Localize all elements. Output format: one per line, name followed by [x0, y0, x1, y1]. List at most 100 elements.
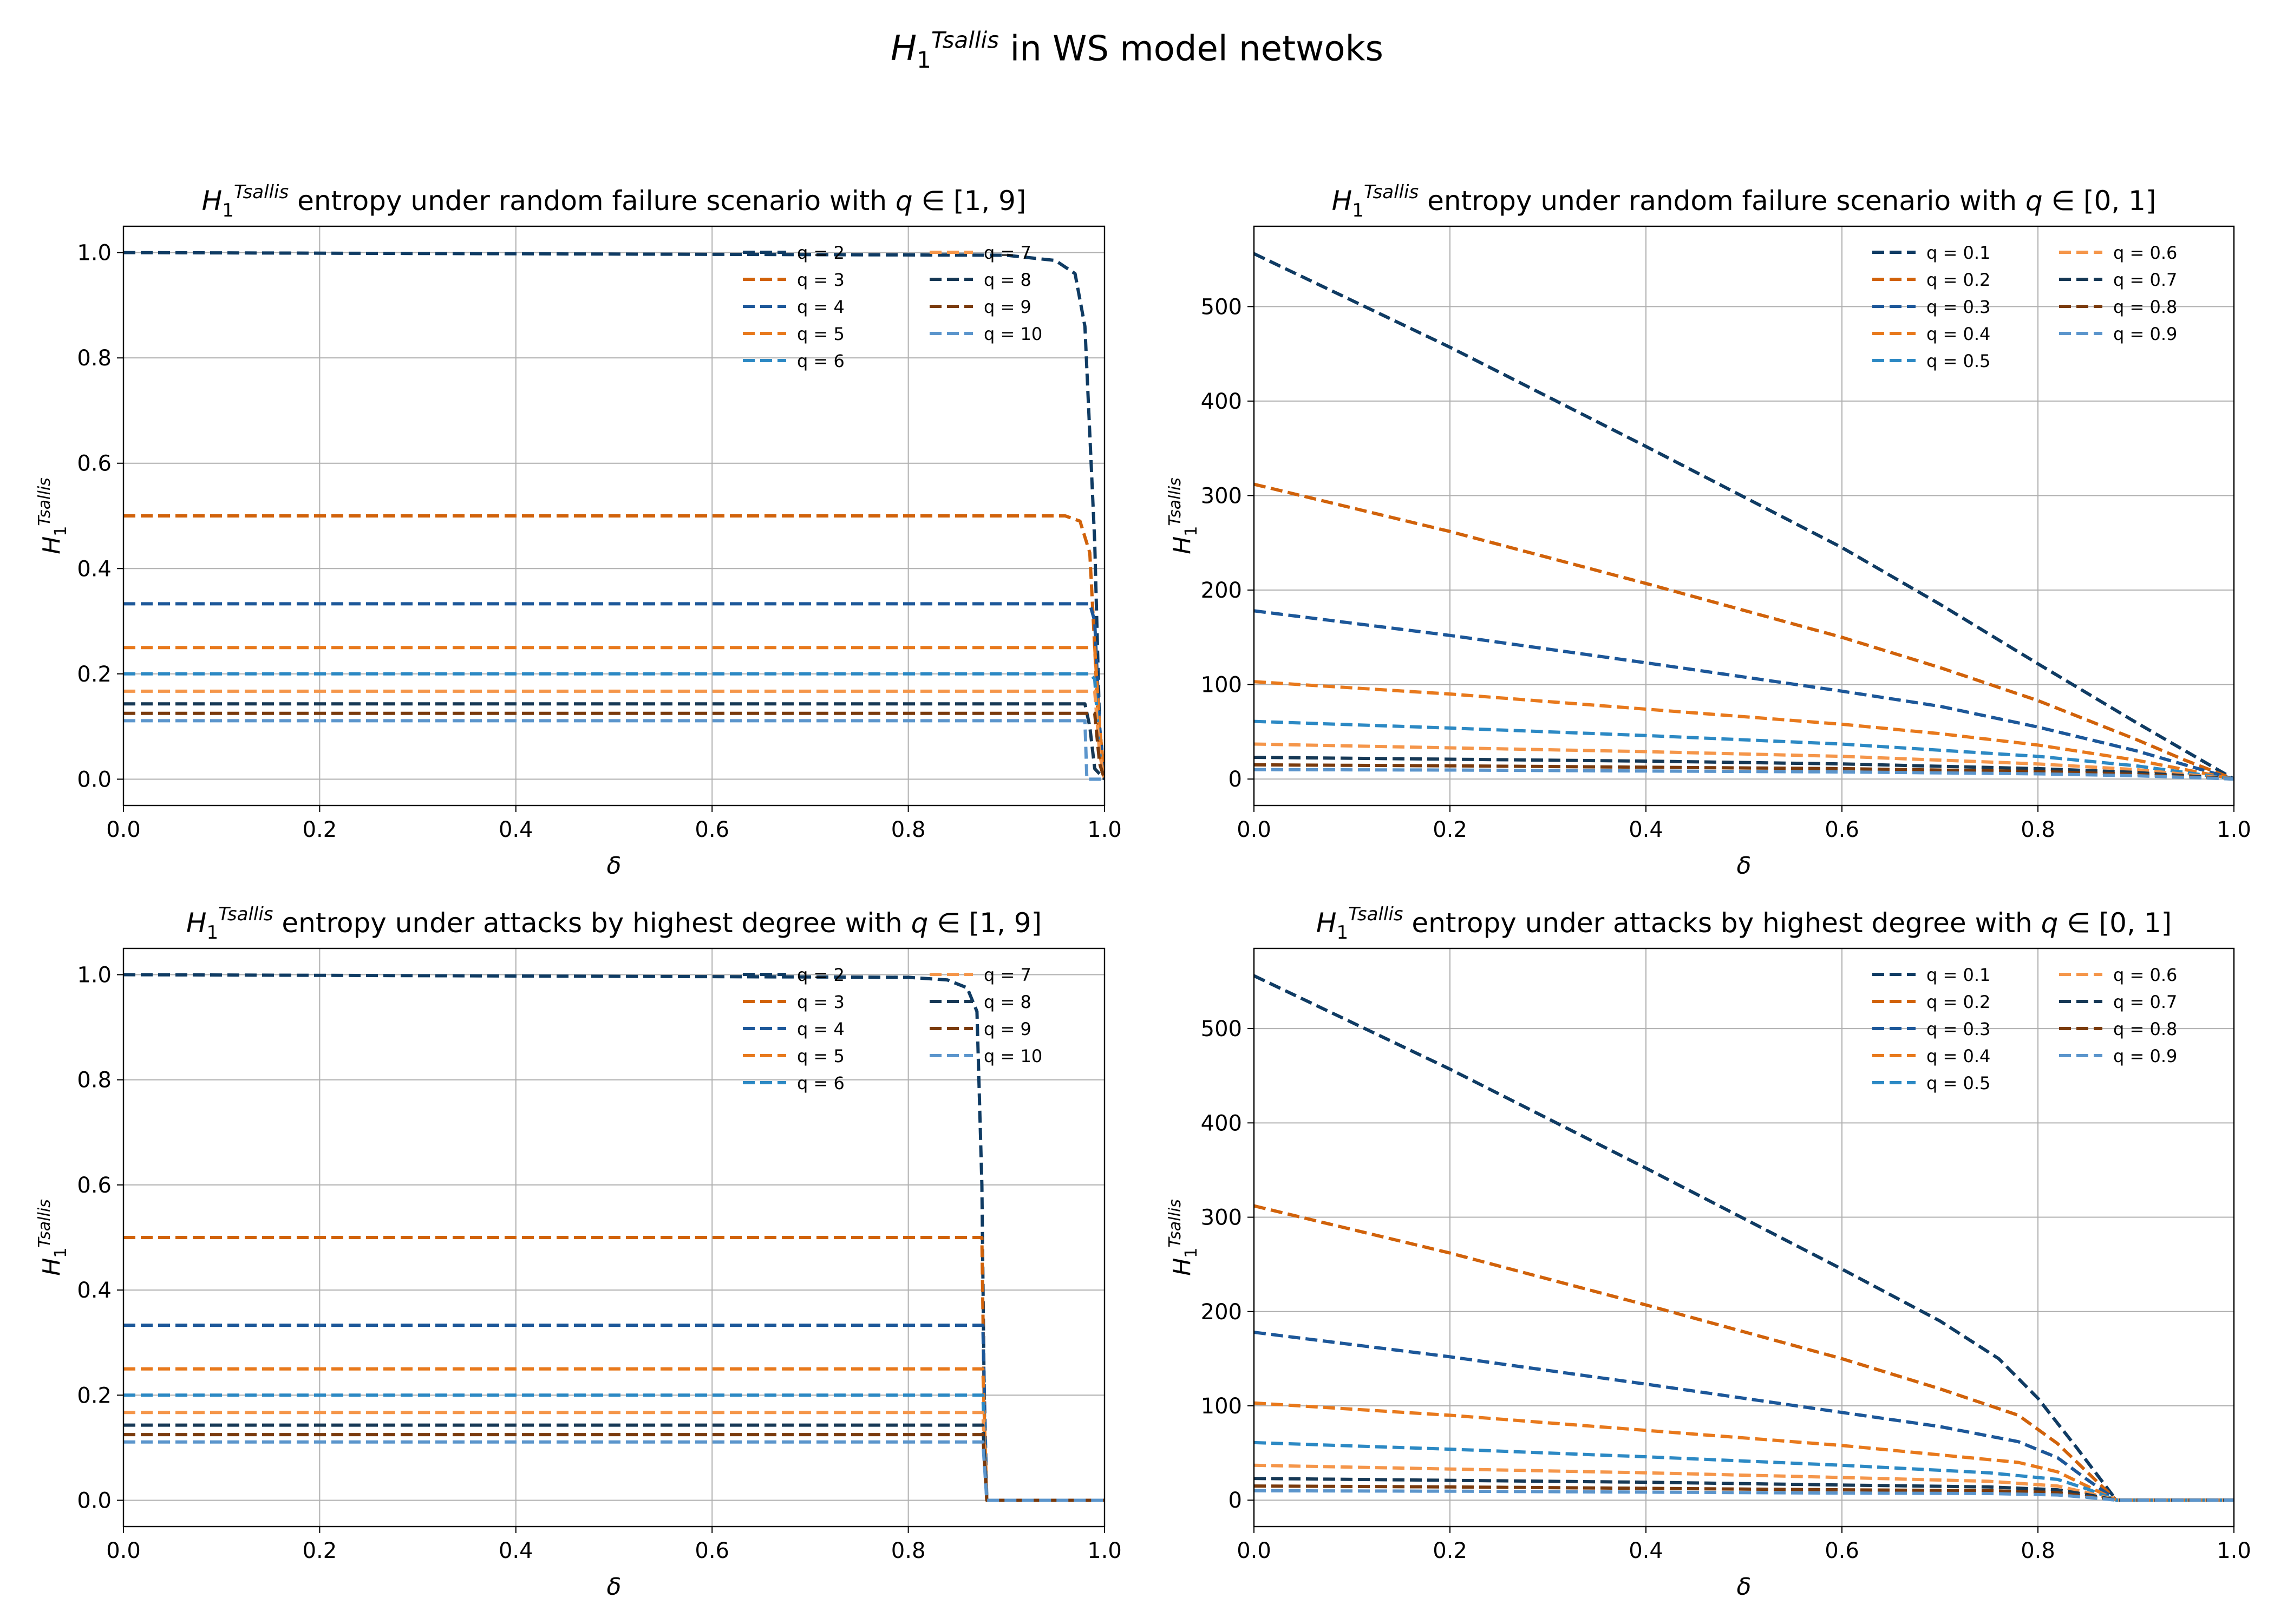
legend-item: q = 0.4	[1872, 324, 1990, 344]
y-tick-label: 400	[1201, 1111, 1242, 1136]
x-tick-label: 0.8	[2021, 1538, 2055, 1563]
series-line-q0.3	[1254, 609, 2234, 781]
legend-item: q = 0.4	[1872, 1046, 1990, 1066]
legend-label: q = 4	[797, 297, 845, 317]
legend-label: q = 3	[797, 992, 845, 1012]
y-axis-label: H1Tsallis	[1166, 1199, 1201, 1276]
legend-item: q = 8	[930, 270, 1031, 290]
legend-item: q = 9	[930, 297, 1031, 317]
y-tick-label: 200	[1201, 1300, 1242, 1325]
x-axis-label: δ	[607, 852, 622, 880]
figure-title-text: in WS model netwoks	[1010, 29, 1383, 69]
x-tick-label: 0.6	[1825, 1538, 1859, 1563]
legend-label: q = 0.2	[1926, 270, 1990, 290]
series-line-q8	[123, 702, 1105, 781]
x-tick-label: 1.0	[1087, 1538, 1122, 1563]
legend-label: q = 10	[984, 324, 1042, 344]
legend-label: q = 10	[984, 1046, 1042, 1066]
legend-item: q = 0.3	[1872, 297, 1990, 317]
y-tick-label: 0.8	[77, 346, 112, 371]
plot-frame	[1253, 225, 2235, 807]
plot-frame	[1253, 947, 2235, 1528]
legend-label: q = 0.5	[1926, 351, 1990, 371]
legend-item: q = 3	[743, 992, 845, 1012]
legend-label: q = 7	[984, 243, 1031, 263]
series-line-q0.9	[1254, 768, 2234, 781]
legend-item: q = 7	[930, 965, 1031, 985]
series-line-q8	[123, 1423, 1105, 1502]
legend-item: q = 0.5	[1872, 351, 1990, 371]
legend-item: q = 0.2	[1872, 270, 1990, 290]
legend-item: q = 0.9	[2059, 324, 2177, 344]
legend-label: q = 0.7	[2113, 270, 2177, 290]
x-tick-label: 1.0	[2217, 1538, 2251, 1563]
chart-panel-top-left: 0.0 0.2 0.4 0.6 0.8 1.0 0.0 0.2 0.4 0.6 0.8 1.0 δ H1T…	[35, 181, 1122, 880]
y-axis-label-text: H1Tsallis	[35, 477, 70, 554]
legend-item: q = 0.1	[1872, 965, 1990, 985]
legend-item: q = 4	[743, 297, 845, 317]
x-tick-label: 0.4	[1629, 817, 1663, 842]
x-tick-label: 0.2	[1433, 817, 1467, 842]
legend-label: q = 9	[984, 1019, 1031, 1039]
legend-item: q = 3	[743, 270, 845, 290]
y-axis-label: H1Tsallis	[35, 1199, 70, 1276]
legend-label: q = 2	[797, 965, 845, 985]
legend-item: q = 0.7	[2059, 270, 2177, 290]
series-line-q4	[123, 602, 1105, 780]
legend-label: q = 0.4	[1926, 1046, 1990, 1066]
legend-label: q = 0.8	[2113, 297, 2177, 317]
legend-label: q = 0.2	[1926, 992, 1990, 1012]
legend-item: q = 8	[930, 992, 1031, 1012]
legend-label: q = 0.5	[1926, 1073, 1990, 1093]
y-tick-label: 500	[1201, 1017, 1242, 1042]
legend: q = 0.1 q = 0.2 q = 0.3 q = 0.4 q = 0.5 q = 0…	[1872, 243, 2177, 371]
chart-panel-top-right: 0.0 0.2 0.4 0.6 0.8 1.0 0 100 200 300 400 500 δ H1Tsa…	[1166, 181, 2251, 880]
legend-label: q = 0.7	[2113, 992, 2177, 1012]
series-group	[1254, 974, 2234, 1502]
legend-label: q = 8	[984, 992, 1031, 1012]
legend-label: q = 6	[797, 351, 845, 371]
chart-title: H1Tsallis entropy under random failure s…	[202, 181, 1027, 221]
x-tick-label: 0.6	[695, 1538, 729, 1563]
x-tick-label: 0.0	[106, 817, 141, 842]
chart-panel-bottom-left: 0.0 0.2 0.4 0.6 0.8 1.0 0.0 0.2 0.4 0.6 0.8 1.0 δ H1T…	[35, 903, 1122, 1601]
series-line-q0.1	[1254, 974, 2234, 1502]
chart-title: H1Tsallis entropy under attacks by highe…	[186, 903, 1042, 944]
series-group	[1254, 252, 2234, 781]
legend-item: q = 5	[743, 1046, 845, 1066]
chart-title: H1Tsallis entropy under attacks by highe…	[1316, 903, 2172, 944]
y-tick-label: 200	[1201, 578, 1242, 603]
series-line-q0.4	[1254, 680, 2234, 781]
legend-item: q = 0.7	[2059, 992, 2177, 1012]
x-tick-label: 0.0	[1237, 817, 1271, 842]
legend-label: q = 4	[797, 1019, 845, 1039]
legend-label: q = 0.9	[2113, 324, 2177, 344]
legend-item: q = 0.1	[1872, 243, 1990, 263]
y-tick-label: 400	[1201, 389, 1242, 414]
y-tick-label: 0.6	[77, 1173, 112, 1198]
legend-label: q = 0.1	[1926, 965, 1990, 985]
legend-label: q = 0.8	[2113, 1019, 2177, 1039]
x-tick-label: 1.0	[2217, 817, 2251, 842]
legend-label: q = 8	[984, 270, 1031, 290]
series-line-q0.6	[1254, 742, 2234, 781]
figure-title: H1Tsallis in WS model netwoks	[0, 27, 2274, 73]
legend-item: q = 0.8	[2059, 297, 2177, 317]
legend: q = 2 q = 3 q = 4 q = 5 q = 6 q = 7 q = 8 q = 9…	[743, 965, 1042, 1093]
x-tick-label: 0.2	[1433, 1538, 1467, 1563]
series-line-q0.8	[1254, 763, 2234, 781]
series-group	[123, 973, 1105, 1502]
x-tick-label: 0.8	[891, 817, 926, 842]
y-tick-label: 0	[1229, 1488, 1242, 1513]
legend-item: q = 0.6	[2059, 965, 2177, 985]
x-tick-label: 0.4	[1629, 1538, 1663, 1563]
legend-item: q = 10	[930, 324, 1042, 344]
y-tick-label: 0.6	[77, 451, 112, 476]
legend-item: q = 6	[743, 1073, 845, 1093]
y-tick-label: 0.4	[77, 556, 112, 581]
legend-label: q = 7	[984, 965, 1031, 985]
series-line-q3	[123, 514, 1105, 780]
y-axis-label-text: H1Tsallis	[1166, 477, 1201, 554]
legend-label: q = 5	[797, 1046, 845, 1066]
